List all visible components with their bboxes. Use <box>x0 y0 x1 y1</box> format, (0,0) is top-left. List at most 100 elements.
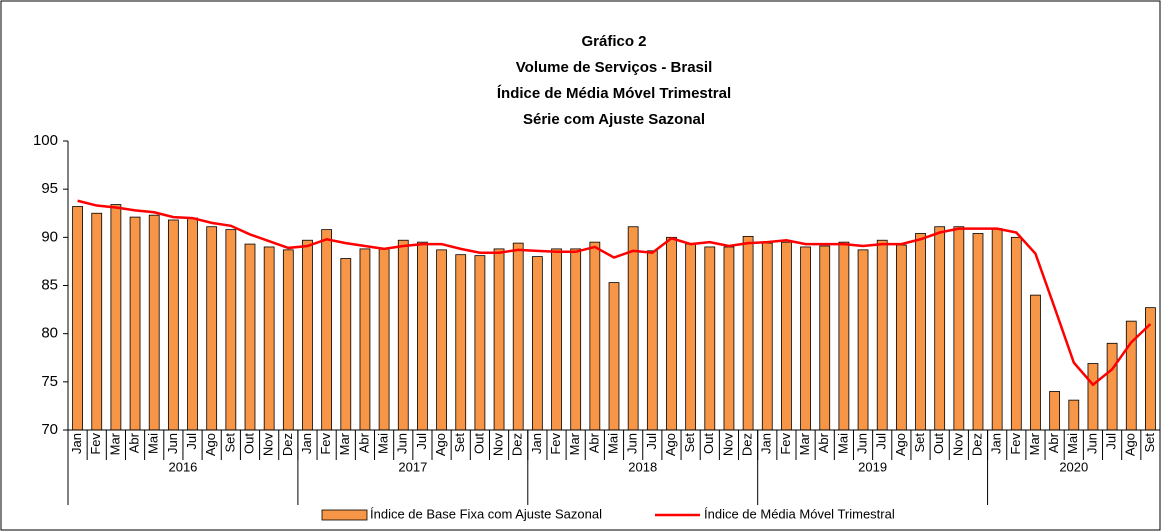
bar <box>1068 399 1080 431</box>
bar <box>167 219 179 431</box>
bar <box>685 243 697 431</box>
bar <box>876 239 888 431</box>
x-tick-label: Nov <box>950 433 965 457</box>
x-tick-label: Jun <box>395 433 410 454</box>
y-tick-label: 80 <box>41 325 58 342</box>
bar <box>895 244 907 431</box>
bar <box>378 248 390 431</box>
year-label: 2018 <box>628 459 657 474</box>
x-tick-label: Abr <box>1046 432 1061 453</box>
x-tick-label: Out <box>471 433 486 454</box>
x-tick-label: Mar <box>567 432 582 455</box>
x-tick-label: Jul <box>644 433 659 450</box>
bar <box>800 246 811 431</box>
bar <box>436 249 447 431</box>
x-tick-label: Out <box>931 433 946 454</box>
legend-label: Índice de Base Fixa com Ajuste Sazonal <box>370 506 602 521</box>
y-tick-label: 85 <box>41 276 58 293</box>
bar <box>589 241 601 431</box>
x-tick-label: Jan <box>989 433 1004 454</box>
chart-title: Gráfico 2 <box>581 33 646 50</box>
x-tick-label: Abr <box>586 432 601 453</box>
bar <box>972 233 984 431</box>
x-tick-label: Dez <box>969 433 984 456</box>
x-tick-label: Set <box>452 433 467 453</box>
x-tick-label: Mar <box>797 432 812 455</box>
bar <box>1106 342 1118 431</box>
x-tick-label: Abr <box>356 432 371 453</box>
bar <box>991 228 1003 431</box>
bar <box>819 245 831 431</box>
bar <box>1087 363 1099 431</box>
x-tick-label: Ago <box>203 433 218 456</box>
bar <box>1030 294 1041 431</box>
x-tick-label: Ago <box>1123 433 1138 456</box>
x-tick-label: Abr <box>816 432 831 453</box>
x-tick-label: Jan <box>299 433 314 454</box>
bar <box>704 246 716 431</box>
bar <box>129 216 141 431</box>
x-tick-label: Set <box>682 433 697 453</box>
x-tick-label: Ago <box>893 433 908 456</box>
x-tick-label: Mai <box>1065 433 1080 454</box>
bar <box>646 250 658 431</box>
x-tick-label: Mai <box>605 433 620 454</box>
y-tick-label: 90 <box>41 228 58 245</box>
bar <box>915 233 926 431</box>
x-tick-label: Ago <box>433 433 448 456</box>
x-tick-label: Set <box>222 433 237 453</box>
x-tick-label: Nov <box>261 433 276 457</box>
bar <box>761 242 773 431</box>
bar <box>742 235 754 431</box>
bar <box>857 249 869 431</box>
bar <box>666 236 677 431</box>
bar <box>493 248 505 431</box>
x-tick-label: Fev <box>548 433 563 455</box>
bar <box>570 248 582 431</box>
bar <box>551 248 562 431</box>
x-tick-label: Set <box>912 433 927 453</box>
bar <box>627 226 639 431</box>
x-tick-label: Mai <box>376 433 391 454</box>
x-tick-label: Dez <box>740 433 755 456</box>
x-tick-label: Out <box>701 433 716 454</box>
legend-label: Índice de Média Móvel Trimestral <box>704 506 895 521</box>
x-tick-label: Out <box>241 433 256 454</box>
bar <box>148 214 160 431</box>
chart-title: Índice de Média Móvel Trimestral <box>497 85 731 102</box>
x-tick-label: Jul <box>1104 433 1119 450</box>
x-tick-label: Ago <box>663 433 678 456</box>
bar <box>263 246 275 431</box>
x-tick-label: Jun <box>1084 433 1099 454</box>
bar <box>608 282 620 431</box>
bar <box>359 248 371 431</box>
year-label: 2020 <box>1059 459 1088 474</box>
x-tick-label: Abr <box>126 432 141 453</box>
x-tick-label: Fev <box>1008 433 1023 455</box>
legend-swatch <box>321 509 368 521</box>
x-tick-label: Dez <box>510 433 525 456</box>
bar <box>225 229 237 431</box>
x-tick-label: Jan <box>759 433 774 454</box>
x-tick-label: Jul <box>414 433 429 450</box>
y-tick-label: 75 <box>41 373 58 390</box>
x-tick-label: Jan <box>69 433 84 454</box>
bar <box>397 239 409 431</box>
bar <box>72 206 83 431</box>
year-label: 2017 <box>398 459 427 474</box>
x-tick-label: Mai <box>835 433 850 454</box>
bar <box>781 241 792 431</box>
x-tick-label: Mar <box>1027 432 1042 455</box>
bar <box>417 241 428 431</box>
bar <box>110 204 122 431</box>
x-tick-label: Mar <box>107 432 122 455</box>
x-tick-label: Jul <box>184 433 199 450</box>
x-tick-label: Fev <box>318 433 333 455</box>
x-tick-label: Nov <box>720 433 735 457</box>
x-tick-label: Dez <box>280 433 295 456</box>
x-tick-label: Jun <box>165 433 180 454</box>
y-tick-label: 100 <box>33 132 58 149</box>
chart-title: Série com Ajuste Sazonal <box>523 111 705 128</box>
x-tick-label: Mai <box>146 433 161 454</box>
